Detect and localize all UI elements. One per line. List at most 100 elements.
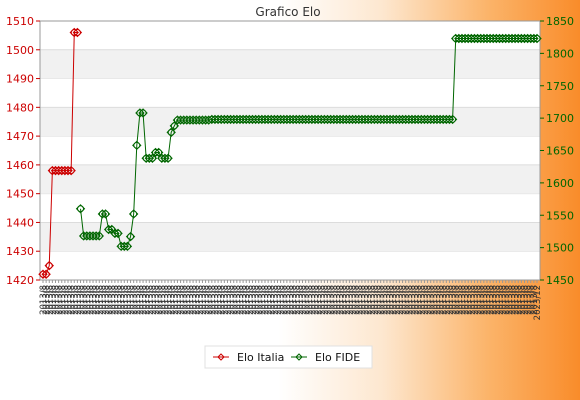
- x-tick-label: 2013/8: [355, 285, 365, 315]
- x-tick-label: 2013/8: [489, 285, 499, 315]
- y-right-tick-label: 1750: [546, 80, 574, 93]
- data-point: [445, 115, 453, 123]
- data-point: [64, 167, 72, 175]
- x-tick-label: 2013/8: [299, 285, 309, 315]
- x-tick-label: 2013/8: [339, 285, 349, 315]
- chart-title: Grafico Elo: [255, 5, 320, 19]
- x-tick-label: 2013/8: [324, 285, 334, 315]
- legend-item-elo-italia: Elo Italia: [213, 351, 284, 364]
- x-tick-label: 2013/8: [499, 285, 509, 315]
- x-tick-label: 2013/8: [305, 285, 315, 315]
- data-point: [155, 148, 163, 156]
- y-left-tick-label: 1500: [6, 44, 34, 57]
- data-point: [133, 141, 141, 149]
- x-tick-label: 2013/8: [167, 285, 177, 315]
- x-tick-label: 2013/8: [424, 285, 434, 315]
- x-tick-label: 2013/8: [420, 285, 430, 315]
- x-tick-label: 2013/8: [380, 285, 390, 315]
- x-tick-label: 2013/8: [198, 285, 208, 315]
- legend-item-elo-fide: Elo FIDE: [291, 351, 360, 364]
- x-tick-label: 2013/8: [314, 285, 324, 315]
- x-tick-label: 2013/8: [236, 285, 246, 315]
- x-tick-label: 2013/8: [227, 285, 237, 315]
- x-tick-label: 2013/8: [158, 285, 168, 315]
- x-tick-label: 2013/8: [102, 285, 112, 315]
- x-tick-label: 2013/8: [295, 285, 305, 315]
- grid-band: [40, 107, 540, 137]
- x-tick-label: 2013/8: [433, 285, 443, 315]
- x-tick-label: 2013/8: [427, 285, 437, 315]
- y-left-tick-label: 1480: [6, 101, 34, 114]
- x-tick-label: 2013/8: [374, 285, 384, 315]
- x-tick-label: 2013/8: [370, 285, 380, 315]
- legend-swatch-marker: [295, 353, 303, 361]
- x-tick-label: 2013/8: [408, 285, 418, 315]
- x-tick-label: 2013/8: [477, 285, 487, 315]
- y-right-tick-label: 1500: [546, 242, 574, 255]
- data-point: [114, 229, 122, 237]
- x-axis: 2013/82013/82013/82013/82013/82013/82013…: [39, 280, 543, 320]
- data-point: [152, 148, 160, 156]
- data-point: [39, 270, 47, 278]
- x-tick-label: 2013/8: [233, 285, 243, 315]
- x-tick-label: 2013/8: [352, 285, 362, 315]
- x-tick-label: 2013/8: [52, 285, 62, 315]
- x-tick-label: 2013/8: [449, 285, 459, 315]
- x-tick-label: 2013/8: [486, 285, 496, 315]
- x-tick-label: 2013/8: [267, 285, 277, 315]
- y-left-tick-label: 1420: [6, 274, 34, 287]
- x-tick-label: 2013/8: [58, 285, 68, 315]
- y-left-tick-label: 1470: [6, 130, 34, 143]
- data-point: [102, 210, 110, 218]
- x-tick-label: 2013/8: [192, 285, 202, 315]
- x-tick-label: 2013/8: [223, 285, 233, 315]
- x-tick-label: 2013/8: [480, 285, 490, 315]
- x-tick-label: 2013/8: [442, 285, 452, 315]
- data-point: [92, 232, 100, 240]
- x-tick-label: 2013/8: [202, 285, 212, 315]
- series-elo-fide: [75, 33, 542, 252]
- data-point: [77, 205, 85, 213]
- data-point: [98, 210, 106, 218]
- y-right-tick-label: 1600: [546, 177, 574, 190]
- x-tick-label: 2013/8: [458, 285, 468, 315]
- x-tick-label: 2013/8: [436, 285, 446, 315]
- data-point: [120, 242, 128, 250]
- x-tick-label: 2013/8: [474, 285, 484, 315]
- data-point: [161, 154, 169, 162]
- x-tick-label: 2013/8: [405, 285, 415, 315]
- y-right-tick-label: 1450: [546, 274, 574, 287]
- x-tick-label: 2013/8: [377, 285, 387, 315]
- y-right-tick-label: 1650: [546, 145, 574, 158]
- data-point: [42, 270, 50, 278]
- x-tick-label: 2013/8: [302, 285, 312, 315]
- x-tick-label: 2013/8: [261, 285, 271, 315]
- y-axis-left: 1420 1430 1440 1450 1460 1470 1480 1490 1500 1510: [6, 15, 40, 287]
- x-tick-label: 2013/8: [439, 285, 449, 315]
- x-tick-label: 2013/8: [195, 285, 205, 315]
- x-tick-label: 2013/8: [111, 285, 121, 315]
- y-axis-right: 1450 1500 1550 1600 1650 1700 1750 1800 1850: [540, 15, 574, 287]
- x-tick-label: 2013/8: [399, 285, 409, 315]
- x-tick-label: 2013/8: [277, 285, 287, 315]
- x-tick-label: 2013/8: [136, 285, 146, 315]
- x-tick-label: 2013/8: [273, 285, 283, 315]
- x-tick-label: 2013/8: [495, 285, 505, 315]
- legend: Elo Italia Elo FIDE: [204, 345, 373, 369]
- data-point: [127, 233, 135, 241]
- x-tick-label: 2013/8: [133, 285, 143, 315]
- x-tick-label: 2013/8: [245, 285, 255, 315]
- x-tick-label: 2013/8: [349, 285, 359, 315]
- x-tick-label: 2013/8: [152, 285, 162, 315]
- x-tick-label: 2013/8: [248, 285, 258, 315]
- x-tick-label: 2013/8: [173, 285, 183, 315]
- x-tick-label: 2013/8: [283, 285, 293, 315]
- x-tick-label: 2013/8: [345, 285, 355, 315]
- x-tick-label: 2013/8: [383, 285, 393, 315]
- x-tick-label: 2013/8: [148, 285, 158, 315]
- x-tick-label: 2013/8: [92, 285, 102, 315]
- x-tick-label: 2013/8: [517, 285, 527, 315]
- data-point: [105, 225, 113, 233]
- x-tick-label: 2013/8: [264, 285, 274, 315]
- x-tick-label: 2013/8: [280, 285, 290, 315]
